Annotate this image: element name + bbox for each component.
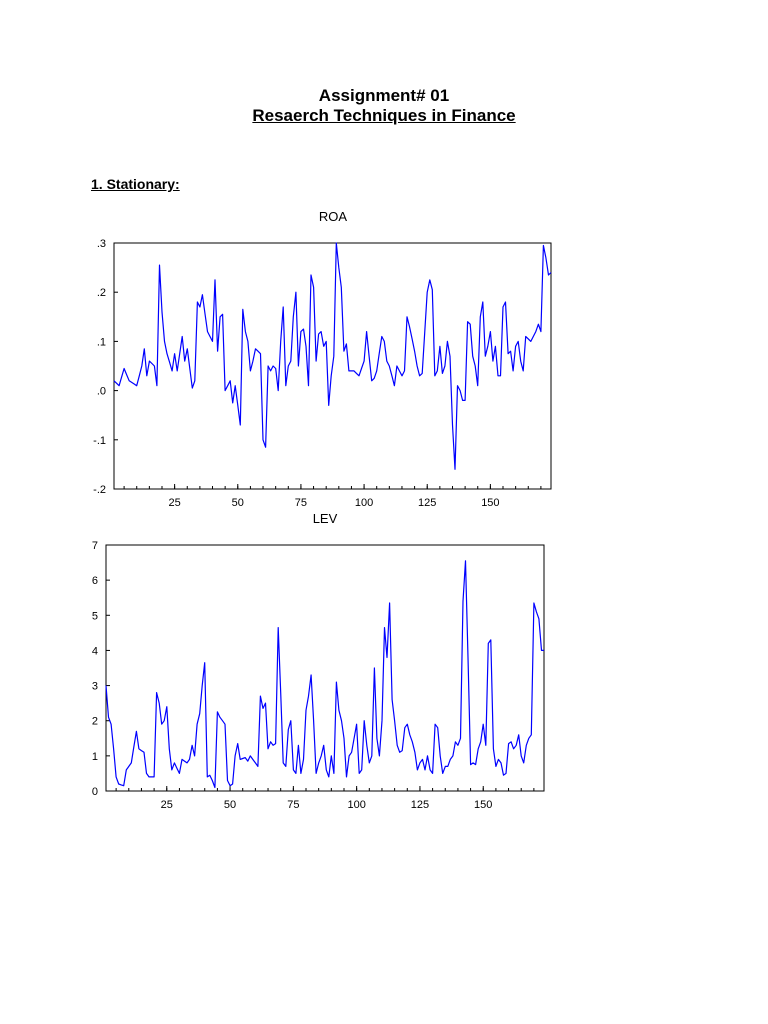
y-tick-label: -.2 xyxy=(93,484,106,496)
y-tick-label: 4 xyxy=(92,645,98,657)
plot-frame xyxy=(105,544,545,792)
x-tick-label: 100 xyxy=(347,799,365,811)
y-tick-label: .3 xyxy=(97,238,106,250)
document-title: Assignment# 01 xyxy=(318,86,450,105)
subtitle-text: Resaerch Techniques in Finance xyxy=(252,106,516,125)
lev-chart: LEV 7 6 5 4 3 2 1 0 25 50 75 100 125 150 xyxy=(92,511,545,811)
x-tick-label: 100 xyxy=(355,497,373,509)
x-tick-label: 50 xyxy=(232,497,244,509)
x-tick-label: 25 xyxy=(168,497,180,509)
y-tick-label: .1 xyxy=(97,336,106,348)
x-tick-label: 150 xyxy=(474,799,492,811)
x-tick-label: 75 xyxy=(295,497,307,509)
x-tick-label: 50 xyxy=(224,799,236,811)
y-tick-label: 5 xyxy=(92,610,98,622)
y-tick-label: 1 xyxy=(92,751,98,763)
y-tick-label: 6 xyxy=(92,575,98,587)
y-tick-label: 2 xyxy=(92,716,98,728)
document-subtitle: Resaerch Techniques in Finance xyxy=(0,106,768,126)
y-tick-label: 0 xyxy=(92,786,98,798)
chart-title: LEV xyxy=(313,511,338,526)
y-tick-label: 7 xyxy=(92,540,98,552)
x-tick-label: 150 xyxy=(481,497,499,509)
x-tick-label: 75 xyxy=(287,799,299,811)
y-tick-label: -.1 xyxy=(93,435,106,447)
x-tick-label: 25 xyxy=(161,799,173,811)
x-tick-label: 125 xyxy=(411,799,429,811)
plot-frame xyxy=(113,242,552,490)
series-line-roa xyxy=(113,242,552,470)
section-heading: 1. Stationary: xyxy=(91,176,180,192)
x-tick-label: 125 xyxy=(418,497,436,509)
roa-chart: ROA .3 .2 .1 .0 -.1 -.2 25 50 75 100 125 150 xyxy=(93,209,552,509)
y-tick-label: 3 xyxy=(92,681,98,693)
chart-title: ROA xyxy=(319,209,348,224)
y-tick-label: .0 xyxy=(97,386,106,398)
series-line-lev xyxy=(105,560,544,789)
y-tick-label: .2 xyxy=(97,287,106,299)
